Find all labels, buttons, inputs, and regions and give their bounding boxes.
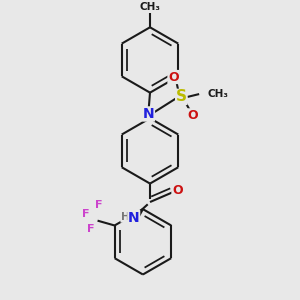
Text: O: O — [172, 184, 183, 197]
Text: N: N — [128, 211, 140, 225]
Text: N: N — [143, 107, 154, 121]
Text: O: O — [187, 109, 198, 122]
Text: CH₃: CH₃ — [140, 2, 160, 12]
Text: F: F — [87, 224, 94, 234]
Text: F: F — [95, 200, 102, 210]
Text: S: S — [176, 89, 187, 104]
Text: H: H — [121, 212, 130, 222]
Text: O: O — [168, 70, 178, 83]
Text: CH₃: CH₃ — [208, 89, 229, 99]
Text: F: F — [82, 209, 89, 219]
